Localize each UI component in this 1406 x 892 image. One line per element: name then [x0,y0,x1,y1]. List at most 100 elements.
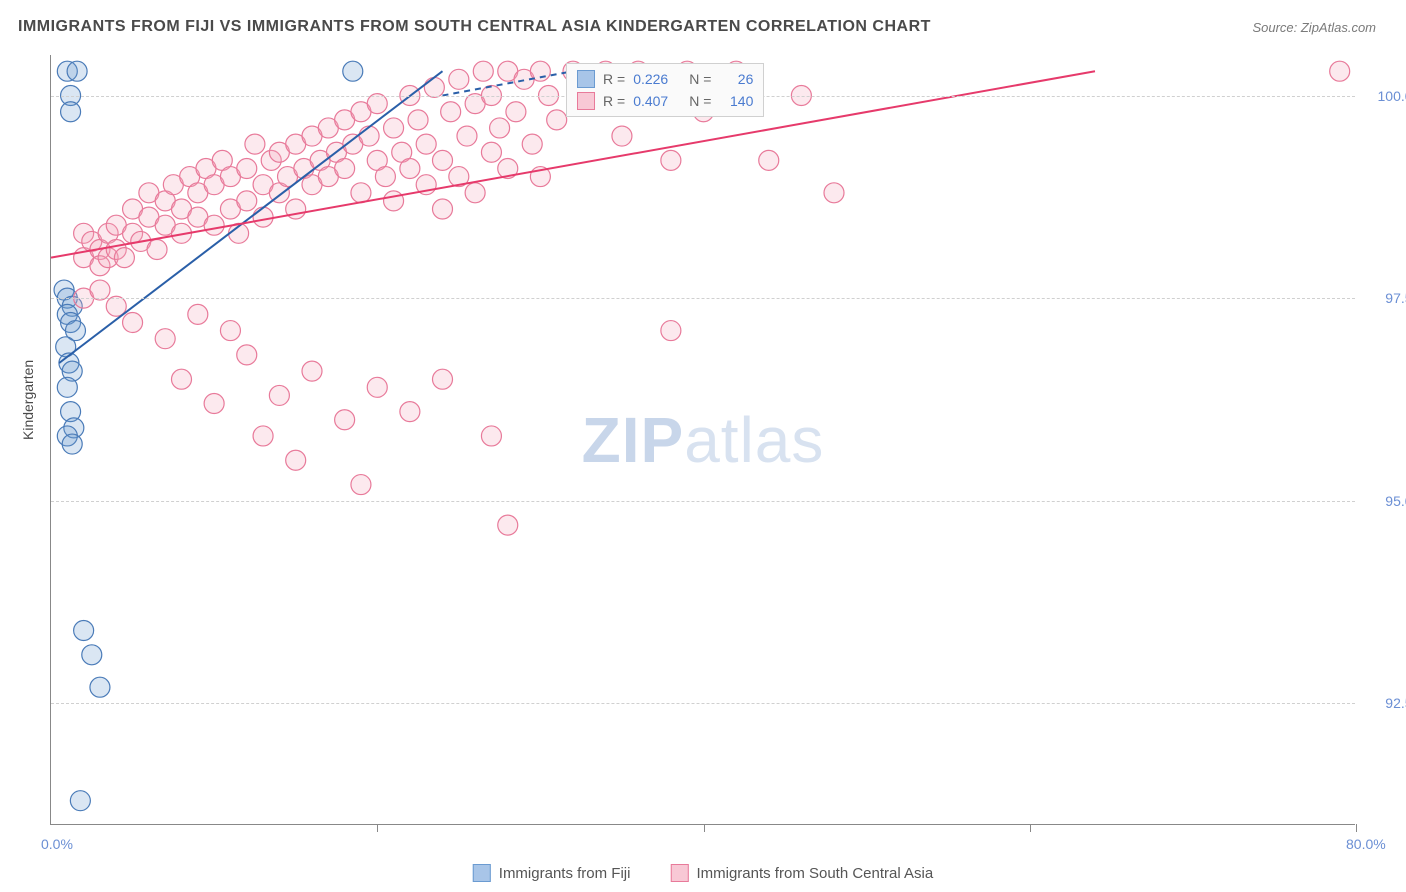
scatter-point [204,215,224,235]
scatter-point [384,118,404,138]
scatter-point [70,791,90,811]
scatter-point [465,183,485,203]
legend-swatch [577,70,595,88]
scatter-point [824,183,844,203]
scatter-point [90,677,110,697]
scatter-point [441,102,461,122]
scatter-point [408,110,428,130]
scatter-point [424,77,444,97]
legend-swatch [473,864,491,882]
scatter-point [416,134,436,154]
scatter-point [204,394,224,414]
gridline-horizontal [51,298,1355,299]
scatter-point [62,434,82,454]
scatter-point [155,329,175,349]
scatter-point [522,134,542,154]
legend-r-label: R = [603,93,625,109]
legend-correlation-box: R = 0.226 N = 26 R = 0.407 N = 140 [566,63,764,117]
scatter-point [351,475,371,495]
legend-r-value: 0.407 [633,93,681,109]
scatter-point [661,150,681,170]
legend-series-item: Immigrants from South Central Asia [670,864,933,882]
scatter-point [433,150,453,170]
scatter-point [481,142,501,162]
scatter-point [433,199,453,219]
legend-n-label: N = [689,93,711,109]
scatter-point [245,134,265,154]
scatter-point [433,369,453,389]
source-attribution: Source: ZipAtlas.com [1252,20,1376,35]
scatter-point [367,377,387,397]
gridline-horizontal [51,703,1355,704]
scatter-point [473,61,493,81]
x-tick-label: 0.0% [41,836,73,852]
plot-svg [51,55,1355,824]
scatter-point [612,126,632,146]
scatter-point [343,61,363,81]
y-tick-label: 100.0% [1365,88,1406,104]
legend-swatch [670,864,688,882]
scatter-point [367,94,387,114]
scatter-point [220,321,240,341]
scatter-point [67,61,87,81]
y-tick-label: 97.5% [1365,290,1406,306]
scatter-point [57,377,77,397]
legend-series-label: Immigrants from Fiji [499,865,631,882]
scatter-point [90,280,110,300]
scatter-point [335,410,355,430]
scatter-point [400,158,420,178]
x-tick [377,824,378,832]
scatter-point [490,118,510,138]
legend-series-label: Immigrants from South Central Asia [696,865,933,882]
scatter-point [1330,61,1350,81]
scatter-point [237,191,257,211]
scatter-point [61,102,81,122]
scatter-point [237,345,257,365]
scatter-point [147,240,167,260]
scatter-point [457,126,477,146]
y-axis-label: Kindergarten [20,360,36,440]
gridline-horizontal [51,501,1355,502]
legend-n-label: N = [689,71,711,87]
x-tick [704,824,705,832]
scatter-point [547,110,567,130]
y-tick-label: 95.0% [1365,493,1406,509]
scatter-point [506,102,526,122]
scatter-point [498,515,518,535]
scatter-point [172,369,192,389]
scatter-point [481,426,501,446]
scatter-point [759,150,779,170]
y-tick-label: 92.5% [1365,695,1406,711]
legend-n-value: 140 [719,93,753,109]
scatter-point [359,126,379,146]
scatter-point [449,69,469,89]
legend-series-item: Immigrants from Fiji [473,864,631,882]
x-tick [1030,824,1031,832]
legend-r-value: 0.226 [633,71,681,87]
scatter-point [123,312,143,332]
scatter-point [114,248,134,268]
scatter-point [661,321,681,341]
scatter-point [253,426,273,446]
legend-n-value: 26 [719,71,753,87]
legend-swatch [577,92,595,110]
legend-bottom: Immigrants from Fiji Immigrants from Sout… [473,864,933,882]
legend-r-label: R = [603,71,625,87]
scatter-point [400,402,420,422]
scatter-point [335,158,355,178]
scatter-point [237,158,257,178]
scatter-point [188,304,208,324]
scatter-point [286,450,306,470]
x-tick [1356,824,1357,832]
scatter-point [375,167,395,187]
scatter-point [384,191,404,211]
scatter-point [82,645,102,665]
scatter-point [74,620,94,640]
scatter-point [302,361,322,381]
x-tick-label: 80.0% [1346,836,1386,852]
plot-area: ZIPatlas 92.5%95.0%97.5%100.0%0.0%80.0% … [50,55,1355,825]
chart-title: IMMIGRANTS FROM FIJI VS IMMIGRANTS FROM … [18,18,931,36]
scatter-point [253,207,273,227]
scatter-point [269,385,289,405]
legend-correlation-row: R = 0.226 N = 26 [577,68,753,90]
